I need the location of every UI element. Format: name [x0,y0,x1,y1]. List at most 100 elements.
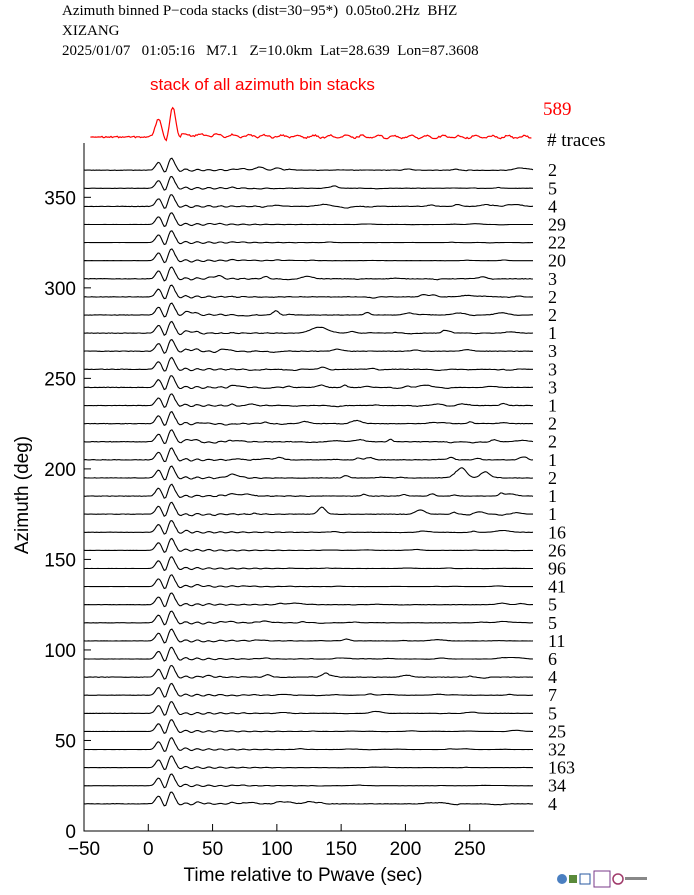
y-tick-label: 300 [44,279,76,300]
logo-icon [569,875,577,883]
trace-count-label: 32 [548,740,566,760]
trace-count-label: 20 [548,251,566,271]
stack-title: stack of all azimuth bin stacks [150,75,375,94]
trace-azimuth-35 [84,755,534,771]
header-region: XIZANG [62,23,120,39]
trace-azimuth-245 [83,375,533,391]
trace-count-label: 4 [548,196,557,216]
trace-count-label: 6 [548,649,557,669]
logo-icon [579,873,591,885]
trace-count-label: 1 [548,396,557,416]
x-axis-label: Time relative to Pwave (sec) [184,865,423,886]
axis-frame [83,143,534,832]
trace-azimuth-75 [83,682,534,698]
trace-azimuth-325 [84,230,533,246]
trace-count-label: 3 [548,269,557,289]
trace-azimuth-195 [84,465,534,481]
y-tick-label: 100 [44,641,76,662]
stack-panel: stack of all azimuth bin stacks 589 # trac… [90,75,606,151]
y-tick-label: 50 [55,731,76,752]
trace-count-label: 7 [548,685,557,705]
trace-count-label: 1 [548,504,557,524]
axes: −50 0 50 100 150 200 250050100150200250300350T… [12,143,534,886]
x-tick-label: −50 [68,839,100,860]
x-tick-label: 100 [261,839,293,860]
logos [557,870,647,888]
total-trace-count: 589 [543,99,572,120]
trace-azimuth-335 [83,212,533,228]
trace-azimuth-155 [83,537,533,554]
trace-count-label: 11 [548,631,565,651]
trace-count-label: 1 [548,323,557,343]
trace-count-label: 5 [548,703,557,723]
trace-azimuth-205 [83,447,534,463]
trace-count-label: 3 [548,377,557,397]
trace-azimuth-85 [83,664,534,680]
y-tick-label: 200 [44,460,76,481]
trace-count-label: 29 [548,214,566,234]
trace-count-label: 25 [548,721,566,741]
trace-count-label: 1 [548,450,557,470]
trace-count-label: 5 [548,595,557,615]
trace-azimuth-95 [83,646,534,662]
trace-azimuth-45 [83,737,534,753]
trace-count-label: 2 [548,432,557,452]
trace-count-label: 41 [548,577,566,597]
trace-count-label: 4 [548,794,557,814]
cage-sage-logo-icon [593,870,611,888]
traces-column-label: # traces [547,130,606,151]
trace-count-label: 1 [548,486,557,506]
trace-count-label: 2 [548,305,557,325]
trace-azimuth-145 [84,556,533,572]
trace-azimuth-235 [83,393,534,409]
trace-count-label: 163 [548,758,575,778]
trace-count-label: 96 [548,558,566,578]
trace-count-label: 34 [548,776,566,796]
stack-trace [90,106,532,142]
trace-count-label: 16 [548,522,566,542]
trace-azimuth-315 [83,248,533,264]
x-tick-label: 150 [325,839,357,860]
trace-azimuth-285 [83,302,533,318]
trace-azimuth-275 [83,320,534,336]
y-tick-label: 150 [44,550,76,571]
trace-count-label: 3 [548,341,557,361]
trace-azimuth-345 [83,194,534,209]
trace-azimuth-25 [83,773,534,789]
x-tick-label: 50 [202,839,223,860]
earthscope-wordmark-icon [625,877,647,880]
trace-azimuth-165 [83,519,534,535]
trace-count-label: 2 [548,468,557,488]
trace-azimuth-255 [84,356,533,372]
trace-azimuth-125 [83,592,533,608]
trace-count-label: 2 [548,287,557,307]
trace-azimuth-15 [83,791,533,807]
trace-azimuth-55 [83,719,533,734]
trace-count-label: 5 [548,178,557,198]
trace-count-label: 5 [548,613,557,633]
nsf-logo-icon [557,874,567,884]
trace-azimuth-215 [83,429,534,445]
y-tick-label: 0 [65,822,76,843]
trace-count-label: 22 [548,233,566,253]
trace-azimuth-115 [83,610,534,626]
trace-azimuth-305 [83,266,533,282]
trace-count-label: 2 [548,160,557,180]
trace-azimuth-135 [83,574,534,590]
trace-azimuth-105 [83,628,534,644]
trace-count-label: 4 [548,667,557,687]
trace-count-label: 2 [548,414,557,434]
y-tick-label: 350 [44,188,76,209]
trace-azimuth-295 [83,284,534,300]
header-event-info: 2025/01/07 01:05:16 M7.1 Z=10.0km Lat=28… [62,43,479,59]
trace-azimuth-365 [83,157,534,173]
trace-azimuth-225 [84,410,534,426]
header-title: Azimuth binned P−coda stacks (dist=30−95… [62,3,458,19]
y-tick-label: 250 [44,369,76,390]
traces [83,157,534,807]
trace-count-label: 3 [548,359,557,379]
x-tick-label: 250 [454,839,486,860]
trace-count-label: 26 [548,540,566,560]
trace-azimuth-265 [83,338,534,355]
